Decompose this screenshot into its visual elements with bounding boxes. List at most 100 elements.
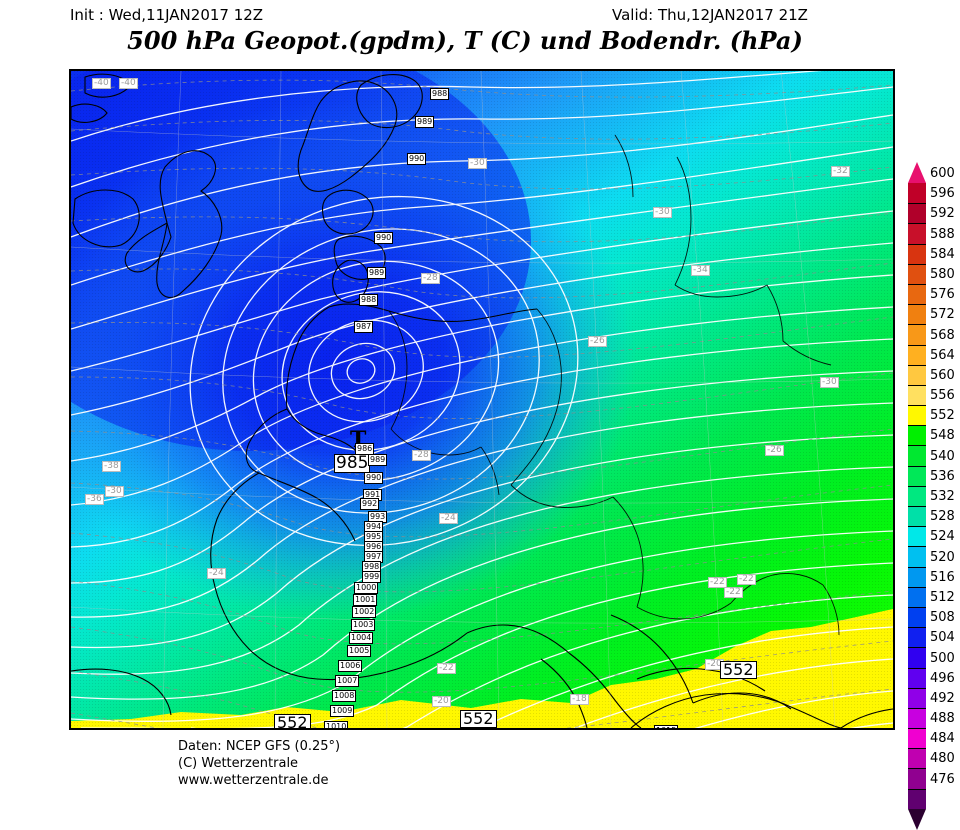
isobar-label: 1001 — [353, 594, 378, 606]
colorbar-tick-528: 528 — [930, 509, 955, 525]
colorbar-tick-576: 576 — [930, 287, 955, 303]
temperature-contour-label: -30 — [468, 158, 487, 169]
temperature-contour-label: -28 — [421, 273, 440, 284]
colorbar-cell-592 — [908, 223, 926, 244]
colorbar-cell-560 — [908, 384, 926, 406]
isobar-label: 1003 — [351, 619, 376, 631]
geopotential-contour-label: 552 — [274, 714, 311, 728]
colorbar-tick-540: 540 — [930, 448, 955, 464]
colorbar-cell-568 — [908, 344, 926, 365]
temperature-contour-label: -38 — [102, 461, 121, 472]
isobar-label: 1010 — [324, 721, 349, 728]
valid-time-label: Valid: Thu,12JAN2017 21Z — [612, 6, 808, 24]
colorbar-tick-572: 572 — [930, 307, 955, 323]
colorbar-tick-492: 492 — [930, 690, 955, 706]
page-title: 500 hPa Geopot.(gpdm), T (C) und Bodendr… — [127, 26, 803, 55]
colorbar-tick-500: 500 — [930, 650, 955, 666]
isobar-label: 1006 — [338, 660, 363, 672]
colorbar-tick-488: 488 — [930, 711, 955, 727]
colorbar-cell-488 — [908, 728, 926, 749]
colorbar-cell-516 — [908, 586, 926, 607]
footer-source: Daten: NCEP GFS (0.25°) — [178, 739, 341, 754]
colorbar-tick-520: 520 — [930, 549, 955, 565]
isobar-label: 990 — [407, 153, 427, 165]
temperature-contour-label: -30 — [105, 486, 124, 497]
colorbar-tick-512: 512 — [930, 589, 955, 605]
colorbar-tick-592: 592 — [930, 206, 955, 222]
colorbar-tick-480: 480 — [930, 751, 955, 767]
map-canvas — [71, 71, 893, 728]
colorbar-tick-508: 508 — [930, 610, 955, 626]
colorbar-tick-536: 536 — [930, 468, 955, 484]
colorbar-top-arrow — [908, 162, 926, 183]
isobar-label: 1009 — [330, 705, 355, 717]
temperature-contour-label: -36 — [85, 494, 104, 505]
init-time-label: Init : Wed,11JAN2017 12Z — [70, 6, 264, 24]
colorbar-tick-524: 524 — [930, 529, 955, 545]
colorbar-cell-584 — [908, 263, 926, 284]
temperature-contour-label: -28 — [412, 450, 431, 461]
colorbar-cell-480 — [908, 768, 926, 789]
temperature-contour-label: -18 — [570, 694, 589, 705]
colorbar-cell-600 — [908, 183, 926, 204]
colorbar-cell-540 — [908, 465, 926, 486]
temperature-contour-label: -40 — [119, 78, 138, 89]
colorbar-cell-492 — [908, 707, 926, 729]
colorbar-tick-496: 496 — [930, 670, 955, 686]
colorbar-tick-580: 580 — [930, 266, 955, 282]
temperature-contour-label: -26 — [765, 445, 784, 456]
colorbar-cell-476 — [908, 788, 926, 809]
colorbar-cell-496 — [908, 687, 926, 708]
temperature-contour-label: -22 — [708, 577, 727, 588]
colorbar-tick-532: 532 — [930, 489, 955, 504]
colorbar-tick-516: 516 — [930, 569, 955, 585]
temperature-contour-label: -40 — [92, 78, 111, 89]
isobar-label: 990 — [364, 472, 384, 484]
isobar-label: 1002 — [352, 606, 377, 618]
colorbar-cell-508 — [908, 627, 926, 648]
colorbar-cell-596 — [908, 203, 926, 224]
header: Init : Wed,11JAN2017 12Z Valid: Thu,12JA… — [0, 0, 960, 68]
temperature-contour-label: -30 — [653, 207, 672, 218]
colorbar-tick-560: 560 — [930, 367, 955, 383]
colorbar-cell-512 — [908, 606, 926, 628]
weather-map[interactable]: T 986 985 988 989 990 990 989 988 987 989 990 991… — [69, 69, 895, 730]
temperature-contour-label: -20 — [432, 696, 451, 707]
coastlines — [71, 73, 893, 728]
colorbar-labels: 600 596 592 588 584 580 576 572 568 564 560 556 552 5… — [930, 164, 955, 790]
geopotential-contour-label: 552 — [720, 661, 757, 679]
colorbar-tick-600: 600 — [930, 166, 955, 181]
footer: Daten: NCEP GFS (0.25°) (C) Wetterzentra… — [178, 738, 340, 789]
isobar-label: 1000 — [354, 582, 379, 594]
isobar-label: 989 — [367, 267, 387, 279]
colorbar-tick-548: 548 — [930, 428, 955, 444]
isobar-label: 988 — [359, 294, 379, 306]
isobar-label: 1008 — [332, 690, 357, 702]
colorbar-tick-568: 568 — [930, 327, 955, 343]
colorbar-tick-556: 556 — [930, 388, 955, 404]
temperature-contour-label: -34 — [691, 265, 710, 276]
temperature-contour-label: -24 — [207, 568, 226, 579]
geopotential-contour-label: 552 — [460, 710, 497, 728]
colorbar[interactable] — [908, 183, 926, 809]
isobar-label: 989 — [415, 116, 435, 128]
colorbar-cell-548 — [908, 445, 926, 466]
colorbar-cell-588 — [908, 243, 926, 264]
low-pressure-value: 985 — [334, 453, 371, 473]
colorbar-cell-520 — [908, 566, 926, 587]
colorbar-cell-536 — [908, 485, 926, 506]
isobar-label: 1007 — [335, 675, 360, 687]
temperature-contour-label: -22 — [437, 663, 456, 674]
temperature-contour-label: -24 — [439, 513, 458, 524]
colorbar-cell-504 — [908, 647, 926, 668]
colorbar-tick-564: 564 — [930, 347, 955, 363]
isobar-label: 989 — [368, 454, 388, 466]
colorbar-cell-552 — [908, 425, 926, 446]
colorbar-cell-556 — [908, 405, 926, 426]
colorbar-tick-484: 484 — [930, 731, 955, 747]
isobar-label: 1015 — [654, 725, 679, 728]
temperature-contour-label: -30 — [820, 377, 839, 388]
footer-copyright: (C) Wetterzentrale — [178, 756, 299, 771]
isobar-label: 1004 — [349, 632, 374, 644]
colorbar-tick-552: 552 — [930, 408, 955, 424]
